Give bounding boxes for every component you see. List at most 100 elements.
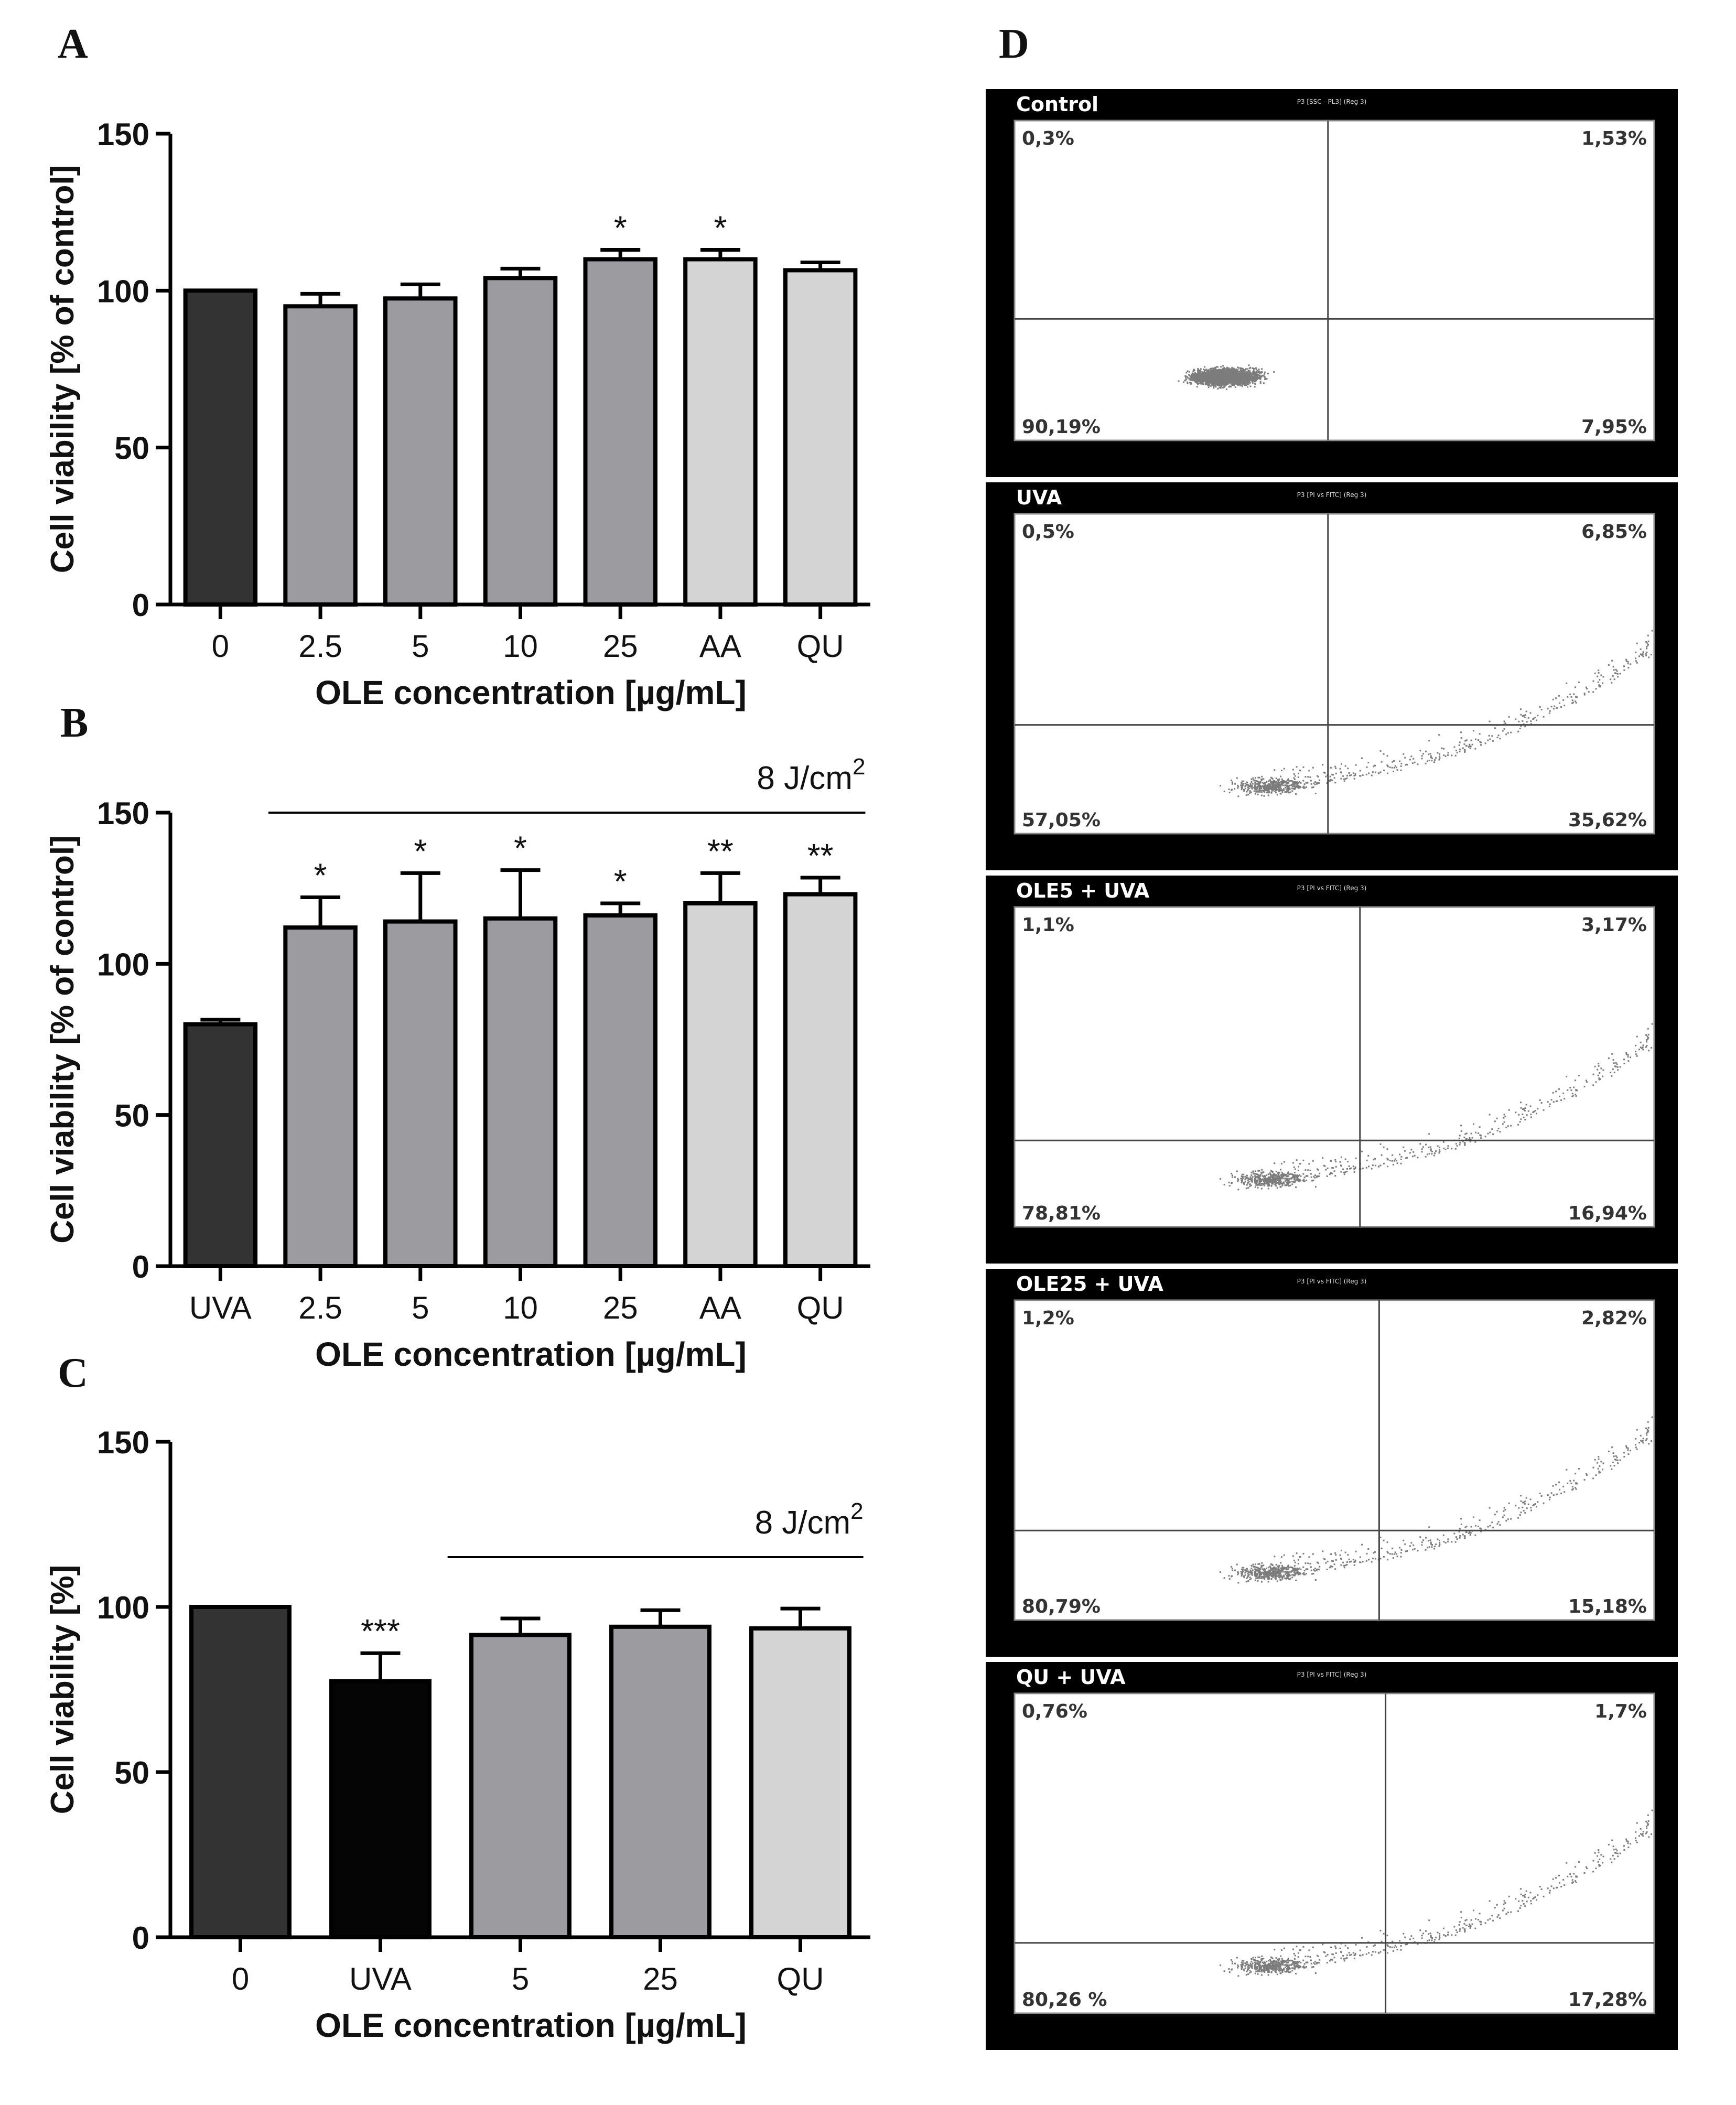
quadrant-ll-percent: 80,26 % <box>1022 1989 1107 2011</box>
flow-plot: OLE25 + UVA P3 [PI vs FITC] (Reg 3) 1,2% 2,… <box>986 1269 1678 1657</box>
quadrant-lr-percent: 35,62% <box>1568 809 1647 831</box>
x-axis-label: OLE concentration [µg/mL] <box>315 674 747 711</box>
bar <box>189 1605 292 1939</box>
bar <box>283 925 358 1268</box>
treatment-label-text: 8 J/cm <box>757 760 853 796</box>
bar <box>483 916 558 1269</box>
flow-plot-title: Control <box>1016 93 1098 116</box>
x-tick-label: QU <box>797 1290 844 1325</box>
y-tick-label: 100 <box>97 947 149 982</box>
y-tick-label: 0 <box>132 1249 149 1284</box>
bar <box>329 1679 432 1939</box>
significance-mark: *** <box>361 1612 400 1650</box>
significance-mark: * <box>514 829 527 867</box>
bar <box>583 913 657 1268</box>
x-tick-label: 0 <box>232 1961 249 1996</box>
flow-plot-area <box>1013 1299 1655 1621</box>
quadrant-lr-percent: 17,28% <box>1568 1989 1647 2011</box>
flow-cytometry-panel: Control P3 [SSC - PL3] (Reg 3) 0,3% 1,53% 90… <box>986 89 1678 2050</box>
quadrant-ur-percent: 6,85% <box>1581 521 1647 543</box>
y-tick-label: 100 <box>97 274 149 309</box>
panel-label-c: C <box>58 1350 88 1396</box>
flow-plot-header: P3 [SSC - PL3] (Reg 3) <box>1297 98 1367 105</box>
bar-chart-c: 0 50 100 150 Cell viability [%] 0 UVA *** 5 25 QU O… <box>45 1425 870 2044</box>
significance-mark: ** <box>707 832 734 870</box>
treatment-label-text: 8 J/cm <box>755 1505 851 1541</box>
x-tick-label: 25 <box>643 1961 678 1996</box>
flow-plot-header: P3 [PI vs FITC] (Reg 3) <box>1297 491 1367 499</box>
significance-mark: ** <box>807 837 834 875</box>
x-tick-label: AA <box>699 629 741 664</box>
y-axis-label: Cell viability [% of control] <box>45 835 81 1244</box>
x-tick-label: 5 <box>412 1290 429 1325</box>
y-tick-label: 50 <box>114 431 149 466</box>
quadrant-ur-percent: 1,53% <box>1581 128 1647 149</box>
flow-plot-title: UVA <box>1016 486 1062 509</box>
quadrant-ll-percent: 78,81% <box>1022 1203 1101 1224</box>
treatment-label-sup: 2 <box>850 1498 863 1524</box>
quadrant-ur-percent: 3,17% <box>1581 914 1647 936</box>
flow-plot-title: OLE25 + UVA <box>1016 1272 1163 1296</box>
bar <box>183 288 258 607</box>
bar <box>283 304 358 607</box>
flow-plot: OLE5 + UVA P3 [PI vs FITC] (Reg 3) 1,1% 3,1… <box>986 876 1678 1264</box>
flow-plot: UVA P3 [PI vs FITC] (Reg 3) 0,5% 6,85% 57,05… <box>986 482 1678 870</box>
bar-chart-b: 0 50 100 150 Cell viability [% of control] UV… <box>45 754 870 1373</box>
bar-chart-a: 0 50 100 150 Cell viability [% of control] 0 2… <box>45 117 870 711</box>
bar <box>483 276 558 607</box>
x-tick-label: 5 <box>512 1961 529 1996</box>
bar <box>383 296 458 607</box>
y-tick-label: 0 <box>132 588 149 623</box>
y-tick-label: 150 <box>97 1425 149 1460</box>
flow-plot: QU + UVA P3 [PI vs FITC] (Reg 3) 0,76% 1,7%… <box>986 1662 1678 2050</box>
quadrant-ul-percent: 1,2% <box>1022 1308 1074 1329</box>
x-tick-label: 2.5 <box>298 1290 342 1325</box>
y-tick-label: 150 <box>97 796 149 831</box>
bar <box>783 892 858 1268</box>
flow-dots <box>1178 364 1275 391</box>
bar <box>609 1624 711 1940</box>
x-tick-label: 10 <box>503 1290 538 1325</box>
x-tick-label: QU <box>777 1961 824 1996</box>
quadrant-ll-percent: 80,79% <box>1022 1596 1101 1617</box>
flow-plot-header: P3 [PI vs FITC] (Reg 3) <box>1297 1671 1367 1678</box>
x-tick-label: UVA <box>189 1290 252 1325</box>
y-tick-label: 150 <box>97 117 149 152</box>
flow-plot-title: OLE5 + UVA <box>1016 879 1150 902</box>
significance-mark: * <box>614 209 627 247</box>
x-tick-label: 5 <box>412 629 429 664</box>
bar <box>683 901 758 1268</box>
treatment-label: 8 J/cm2 <box>755 1498 864 1541</box>
flow-plot-header: P3 [PI vs FITC] (Reg 3) <box>1297 884 1367 892</box>
x-tick-label: AA <box>699 1290 741 1325</box>
y-axis-label: Cell viability [% of control] <box>45 165 81 574</box>
y-tick-label: 100 <box>97 1590 149 1625</box>
x-tick-label: 25 <box>603 1290 638 1325</box>
flow-plot-header: P3 [PI vs FITC] (Reg 3) <box>1297 1278 1367 1285</box>
x-tick-label: 2.5 <box>298 629 342 664</box>
flow-plot-title: QU + UVA <box>1016 1666 1126 1689</box>
significance-mark: * <box>314 856 327 894</box>
bar <box>469 1633 572 1940</box>
y-tick-label: 0 <box>132 1920 149 1956</box>
panel-label-b: B <box>60 700 88 746</box>
bar <box>749 1626 851 1939</box>
significance-mark: * <box>714 209 727 247</box>
bar <box>783 268 858 607</box>
quadrant-ll-percent: 57,05% <box>1022 809 1101 831</box>
y-axis-label: Cell viability [%] <box>45 1565 81 1814</box>
flow-events <box>1178 364 1275 391</box>
bar <box>383 919 458 1268</box>
significance-mark: * <box>614 862 627 900</box>
quadrant-ur-percent: 1,7% <box>1594 1701 1647 1722</box>
significance-mark: * <box>414 832 427 870</box>
panel-label-d: D <box>999 21 1029 67</box>
panel-label-a: A <box>58 21 88 67</box>
quadrant-ul-percent: 1,1% <box>1022 914 1074 936</box>
flow-plot-area <box>1013 906 1655 1228</box>
bar <box>583 257 657 607</box>
quadrant-ul-percent: 0,76% <box>1022 1701 1087 1722</box>
y-tick-label: 50 <box>114 1755 149 1790</box>
bar <box>683 257 758 607</box>
